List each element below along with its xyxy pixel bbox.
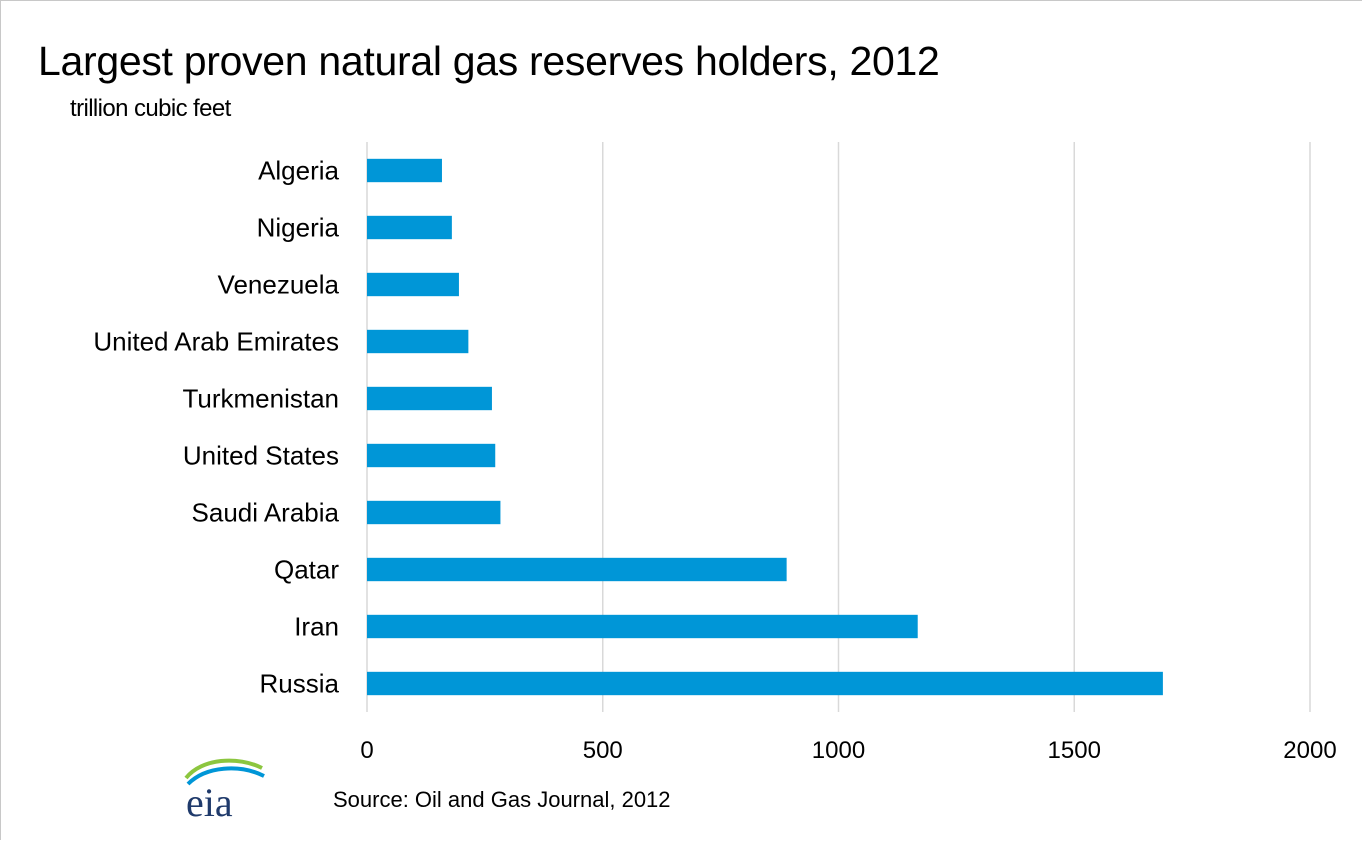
category-label: Russia	[260, 669, 340, 699]
bar	[367, 443, 496, 468]
x-tick-label: 1500	[1048, 737, 1101, 764]
bar	[367, 500, 501, 525]
eia-logo: eia	[184, 758, 265, 824]
category-label: Algeria	[258, 156, 339, 186]
category-label: Turkmenistan	[182, 384, 339, 414]
category-label: United States	[183, 441, 339, 471]
category-label: Venezuela	[218, 270, 340, 300]
category-label: United Arab Emirates	[93, 327, 339, 357]
eia-logo-swoosh-blue	[186, 766, 265, 786]
eia-logo-swoosh-green	[184, 758, 263, 780]
x-tick-label: 0	[360, 737, 373, 764]
bar	[367, 671, 1163, 696]
chart-subtitle: trillion cubic feet	[70, 95, 231, 122]
bar	[367, 329, 469, 354]
bar	[367, 272, 459, 297]
bar	[367, 614, 918, 639]
source-note: Source: Oil and Gas Journal, 2012	[333, 787, 671, 812]
bar	[367, 158, 442, 183]
x-tick-label: 1000	[812, 737, 865, 764]
chart-title: Largest proven natural gas reserves hold…	[38, 38, 940, 84]
category-label: Nigeria	[257, 213, 340, 243]
bar	[367, 215, 452, 240]
bar	[367, 557, 787, 582]
x-tick-label: 500	[583, 737, 623, 764]
category-label: Qatar	[274, 555, 339, 585]
eia-logo-text: eia	[186, 780, 233, 824]
bar	[367, 386, 492, 411]
category-label: Iran	[294, 612, 339, 642]
x-tick-label: 2000	[1283, 737, 1336, 764]
category-label: Saudi Arabia	[192, 498, 340, 528]
